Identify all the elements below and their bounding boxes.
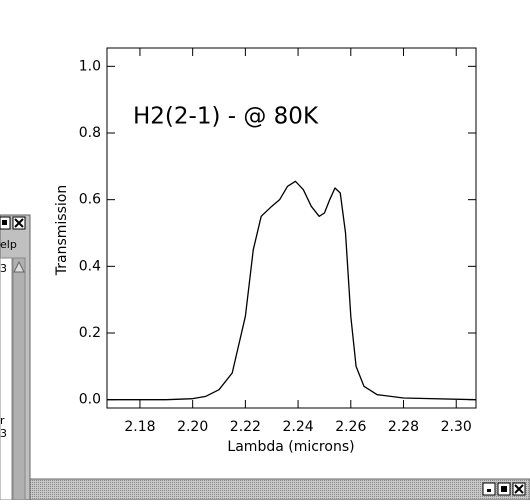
text-line: r (0, 414, 5, 427)
text-line: 3 (0, 427, 7, 440)
x-tick-label: 2.18 (124, 419, 155, 435)
x-tick-label: 2.26 (335, 419, 366, 435)
plot: H2(2-1) - @ 80K Lambda (microns) Transmi… (54, 47, 477, 455)
y-tick-label: 0.4 (79, 258, 101, 274)
x-tick-label: 2.20 (177, 419, 208, 435)
text-area (0, 257, 13, 501)
x-tick-label: 2.28 (388, 419, 419, 435)
x-axis-label: Lambda (microns) (227, 439, 354, 455)
y-tick-label: 0.0 (79, 392, 101, 408)
y-tick-label: 1.0 (79, 58, 101, 74)
annotation: H2(2-1) - @ 80K (133, 104, 319, 130)
x-tick-label: 2.22 (230, 419, 261, 435)
left-window: elp 3 r 3 (0, 214, 31, 501)
y-tick-label: 0.2 (79, 325, 101, 341)
x-tick-label: 2.24 (283, 419, 314, 435)
data-line (107, 180, 477, 401)
menu-item[interactable]: elp (0, 238, 17, 251)
title-bar (29, 478, 530, 501)
y-axis-label: Transmission (54, 185, 70, 276)
scrollbar[interactable] (12, 257, 26, 501)
plot-frame (106, 47, 477, 409)
text-line: 3 (0, 262, 7, 275)
x-tick-label: 2.30 (441, 419, 472, 435)
y-tick-label: 0.6 (79, 192, 101, 208)
y-tick-label: 0.8 (79, 125, 101, 141)
bottom-window (29, 478, 530, 501)
